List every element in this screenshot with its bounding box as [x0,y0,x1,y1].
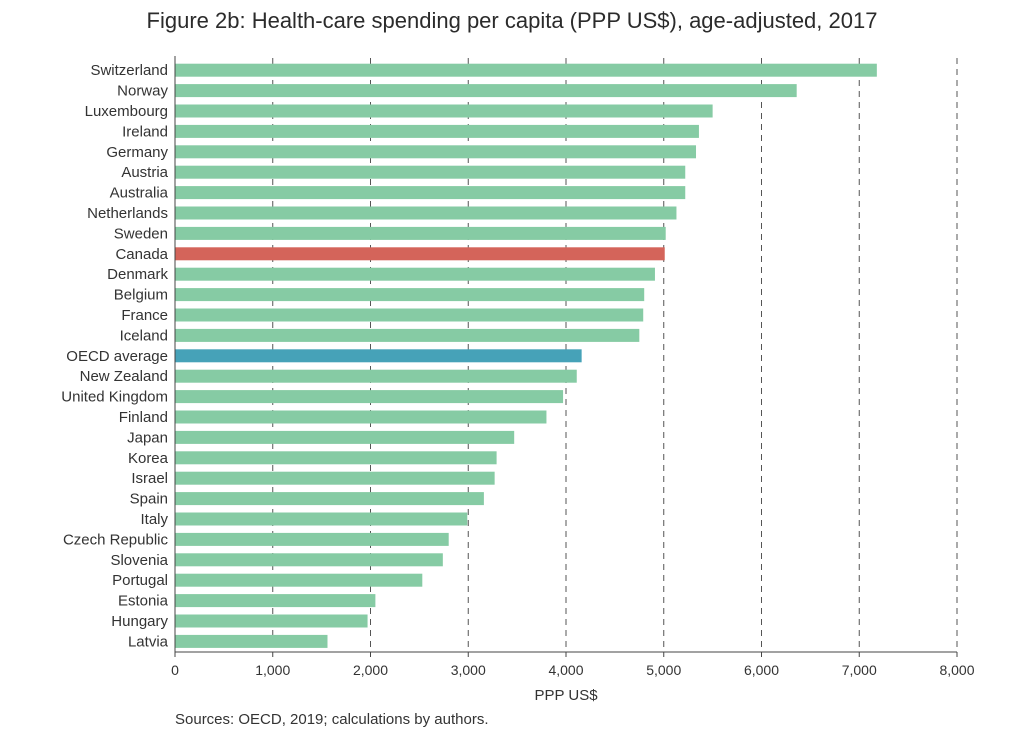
x-tick-label: 6,000 [744,662,779,678]
bar-australia [175,186,686,200]
x-tick-label: 4,000 [548,662,583,678]
category-label: Czech Republic [63,531,169,548]
x-tick-labels: 0 1,000 2,000 3,000 4,000 5,000 6,000 7,000 8,00… [171,652,975,678]
x-tick-label: 7,000 [842,662,877,678]
category-label: Portugal [112,572,168,589]
bar-spain [175,492,484,506]
bar-norway [175,84,797,98]
category-label: New Zealand [80,368,168,385]
category-label: Switzerland [90,62,168,79]
category-label: Germany [106,144,168,161]
bar-germany [175,145,697,159]
category-label: Netherlands [87,205,168,222]
bar-israel [175,471,495,485]
x-tick-label: 5,000 [646,662,681,678]
bar-austria [175,165,686,179]
bar-denmark [175,267,655,281]
bar-switzerland [175,63,877,77]
source-note: Sources: OECD, 2019; calculations by aut… [175,711,489,728]
bar-canada [175,247,665,261]
bar-latvia [175,634,328,648]
category-label: Japan [127,429,168,446]
category-label: Latvia [128,633,169,650]
x-axis-title: PPP US$ [534,687,598,704]
category-label: Belgium [114,287,168,304]
category-label: Ireland [122,123,168,140]
bar-korea [175,451,497,465]
bar-japan [175,430,515,444]
bar-belgium [175,288,645,302]
bar-oecd-average [175,349,582,363]
category-labels: Switzerland Norway Luxembourg Ireland German… [61,62,168,650]
bar-portugal [175,573,423,587]
x-tick-label: 0 [171,662,179,678]
category-label: Slovenia [110,552,168,569]
bar-estonia [175,594,376,608]
category-label: United Kingdom [61,389,168,406]
bar-iceland [175,328,640,342]
bar-sweden [175,226,666,240]
category-label: OECD average [66,348,168,365]
category-label: Canada [115,246,168,263]
bar-finland [175,410,547,424]
chart-title: Figure 2b: Health-care spending per capi… [146,8,878,33]
bar-new-zealand [175,369,577,383]
bar-hungary [175,614,368,628]
category-label: Korea [128,450,169,467]
category-label: Hungary [111,613,168,630]
x-tick-label: 3,000 [451,662,486,678]
category-label: Austria [121,164,168,181]
bar-netherlands [175,206,677,220]
category-label: France [121,307,168,324]
category-label: Italy [140,511,168,528]
bar-czech-republic [175,532,449,546]
category-label: Iceland [120,327,168,344]
bar-luxembourg [175,104,713,118]
category-label: Finland [119,409,168,426]
category-label: Australia [110,185,169,202]
category-label: Israel [131,470,168,487]
category-label: Norway [117,83,168,100]
category-label: Sweden [114,225,168,242]
x-tick-label: 8,000 [939,662,974,678]
bar-ireland [175,124,699,138]
x-tick-label: 2,000 [353,662,388,678]
bar-italy [175,512,468,526]
bar-france [175,308,644,322]
category-label: Luxembourg [85,103,168,120]
category-label: Spain [130,491,168,508]
bar-united-kingdom [175,390,564,404]
bars [175,63,877,648]
x-tick-label: 1,000 [255,662,290,678]
bar-slovenia [175,553,443,567]
category-label: Denmark [107,266,168,283]
category-label: Estonia [118,593,169,610]
